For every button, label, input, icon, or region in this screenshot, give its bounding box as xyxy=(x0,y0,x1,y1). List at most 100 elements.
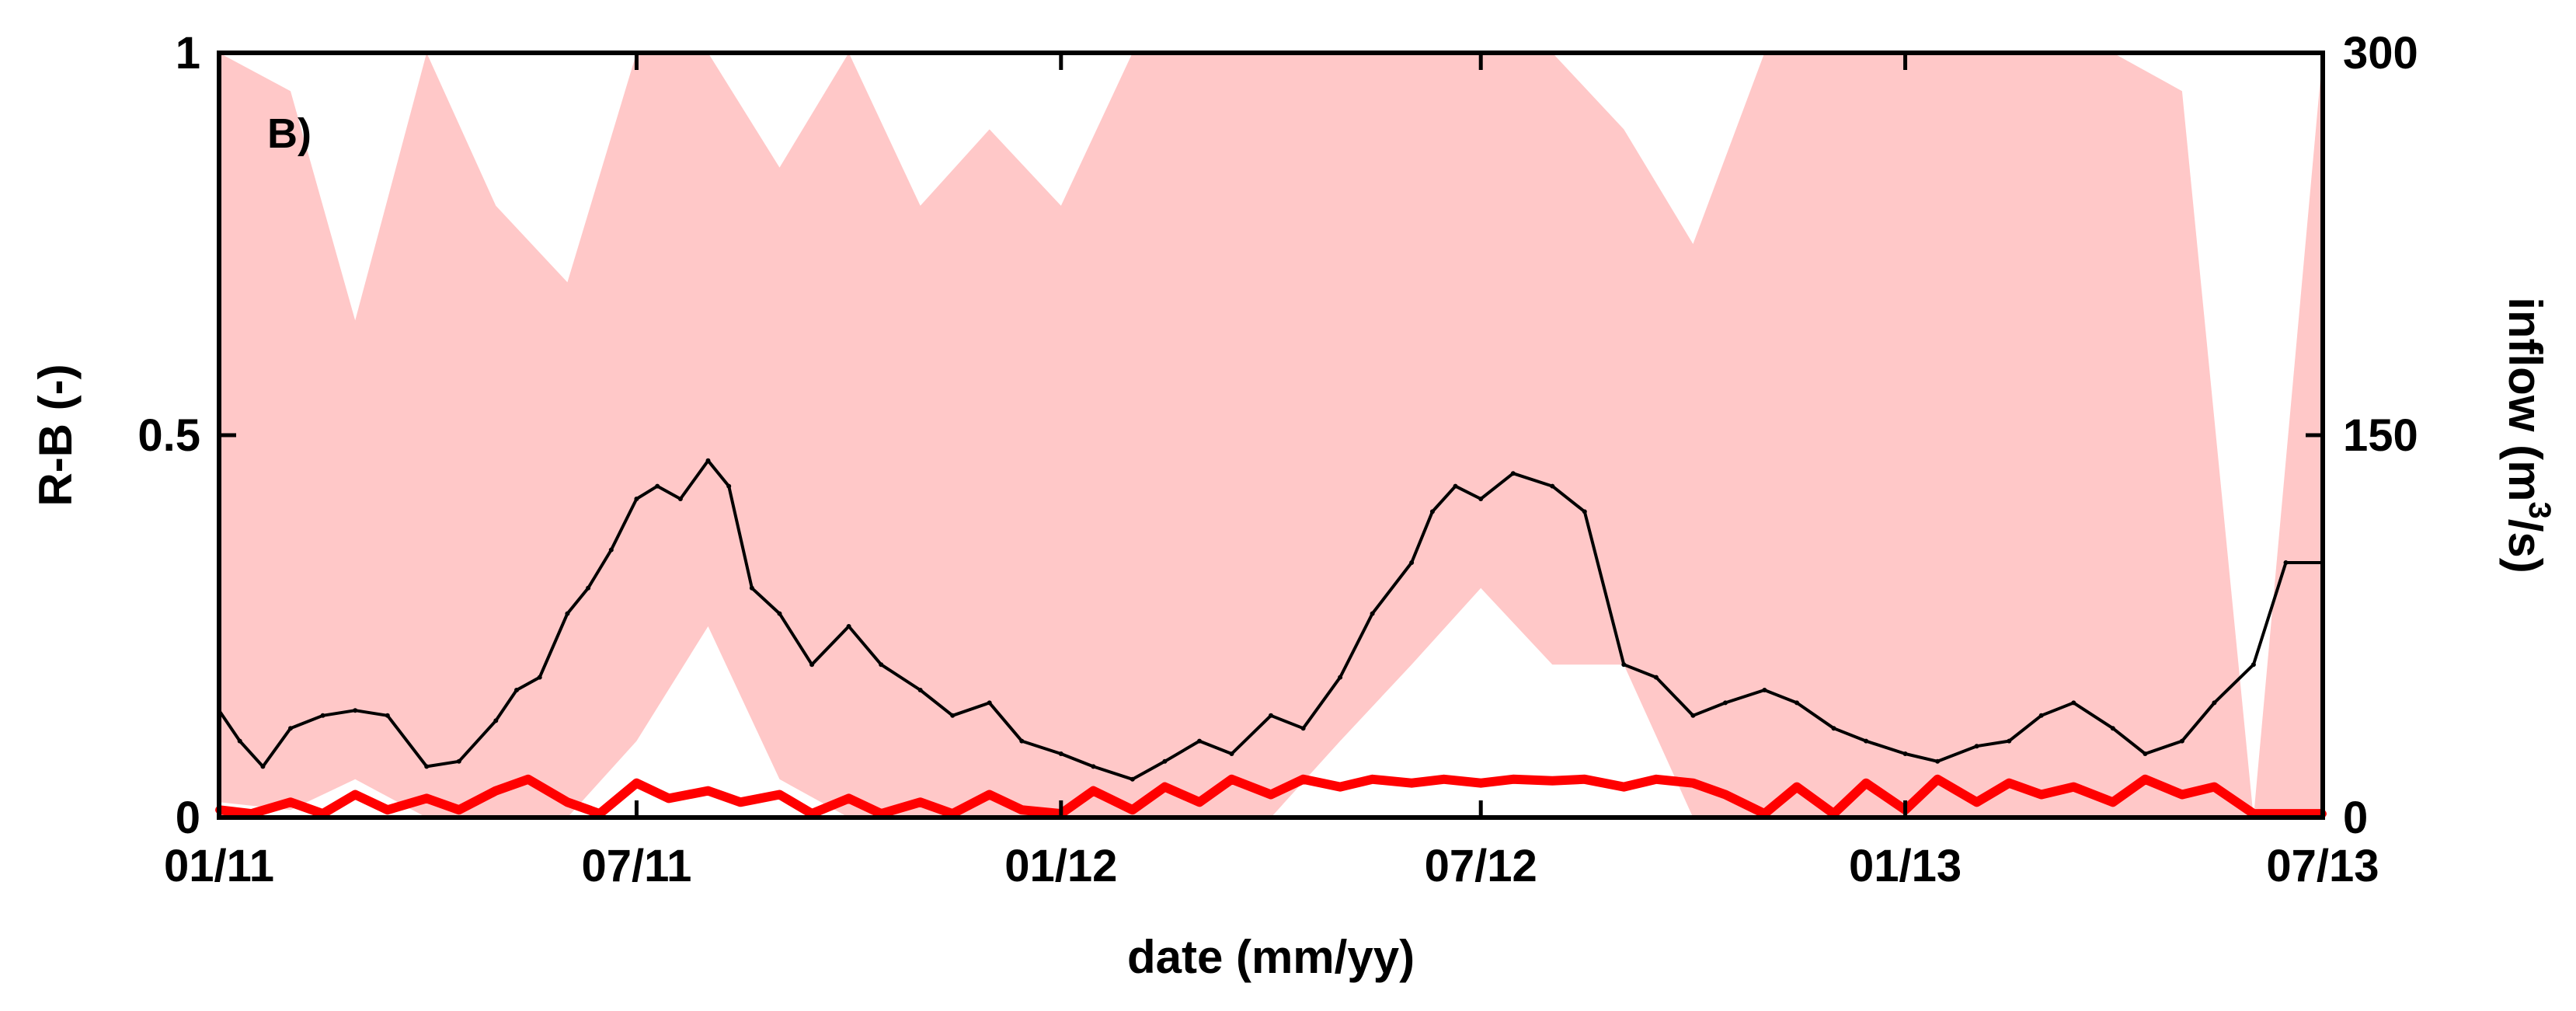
rb-band-area xyxy=(219,53,2323,818)
inflow-point xyxy=(950,713,956,718)
inflow-point xyxy=(1453,483,1458,489)
inflow-point xyxy=(2212,700,2217,706)
inflow-point xyxy=(987,700,992,706)
rb-mean-point xyxy=(844,794,853,803)
inflow-point xyxy=(1831,726,1836,731)
inflow-point xyxy=(537,675,542,680)
rb-mean-point xyxy=(2037,790,2045,799)
y-left-tick-label: 1 xyxy=(176,28,200,78)
y-axis-right-label: inflow (m3/s) xyxy=(2499,297,2557,573)
inflow-point xyxy=(809,662,815,668)
inflow-point xyxy=(1197,738,1202,744)
inflow-point xyxy=(260,764,266,769)
rb-mean-point xyxy=(2070,783,2078,791)
inflow-point xyxy=(1762,688,1767,692)
rb-mean-point xyxy=(1580,775,1589,783)
inflow-point xyxy=(1269,713,1273,718)
inflow-point xyxy=(677,497,683,501)
x-tick-label: 07/13 xyxy=(2266,841,2379,891)
y-right-tick-label: 150 xyxy=(2343,410,2418,461)
rb-mean-point xyxy=(1934,775,1942,783)
inflow-point xyxy=(1510,471,1516,476)
rb-mean-point xyxy=(736,798,745,807)
y-left-tick-label: 0 xyxy=(176,793,200,843)
rb-mean-point xyxy=(916,798,924,807)
inflow-point xyxy=(1058,751,1063,756)
x-tick-label: 01/11 xyxy=(164,841,274,891)
inflow-point xyxy=(565,611,570,616)
rb-mean-point xyxy=(2108,798,2117,807)
label-layer: B) date (mm/yy) R-B (-) inflow (m3/s) xyxy=(30,110,2557,983)
rb-mean-point xyxy=(1477,779,1485,787)
inflow-point xyxy=(1550,483,1555,489)
y-right-tick-label: 0 xyxy=(2343,793,2368,843)
x-tick-label: 01/12 xyxy=(1004,841,1117,891)
inflow-point xyxy=(1091,764,1096,769)
rb-mean-point xyxy=(2210,783,2219,791)
rb-mean-point xyxy=(383,806,392,814)
inflow-point xyxy=(2038,713,2044,718)
inflow-point xyxy=(1370,611,1375,616)
rb-mean-point xyxy=(2005,779,2014,787)
rb-mean-point xyxy=(563,798,572,807)
rb-mean-point xyxy=(423,794,431,803)
rb-mean-point xyxy=(775,790,784,799)
inflow-point xyxy=(424,764,430,769)
inflow-point xyxy=(586,585,591,591)
inflow-point xyxy=(2251,662,2256,668)
rb-mean-point xyxy=(1439,775,1448,783)
inflow-layer xyxy=(217,458,2325,782)
inflow-point xyxy=(1300,726,1306,731)
y-axis-right-label-superscript: 3 xyxy=(2522,502,2557,519)
rb-mean-point xyxy=(665,794,673,803)
rb-mean-point xyxy=(1336,783,1345,791)
inflow-point xyxy=(2179,738,2184,744)
inflow-point xyxy=(634,497,639,501)
y-axis-left-label: R-B (-) xyxy=(30,364,82,506)
inflow-point xyxy=(917,688,923,692)
rb-mean-point xyxy=(1793,783,1801,791)
rb-mean-point xyxy=(2177,790,2186,799)
rb-mean-point xyxy=(1509,775,1517,783)
inflow-point xyxy=(846,624,851,629)
x-axis-label: date (mm/yy) xyxy=(1127,931,1415,983)
rb-mean-point xyxy=(1721,790,1729,799)
inflow-point xyxy=(1864,738,1869,744)
inflow-point xyxy=(777,611,782,616)
rb-band-layer xyxy=(219,53,2323,818)
x-tick-label: 07/11 xyxy=(581,841,691,891)
inflow-point xyxy=(1229,751,1234,756)
rb-mean-point xyxy=(1972,798,1981,807)
inflow-point xyxy=(608,547,614,553)
inflow-point xyxy=(1935,758,1941,764)
inflow-point xyxy=(2007,738,2012,744)
rb-mean-point xyxy=(632,779,641,787)
inflow-point xyxy=(2110,726,2115,731)
rb-mean-point xyxy=(1128,806,1137,814)
rb-mean-point xyxy=(1299,775,1307,783)
inflow-point xyxy=(320,713,325,718)
y-axis-right-label-suffix: /s) xyxy=(2499,519,2551,573)
inflow-point xyxy=(493,718,499,723)
x-tick-label: 07/12 xyxy=(1425,841,1537,891)
inflow-point xyxy=(655,483,660,489)
y-axis-right-label-prefix: inflow (m xyxy=(2499,297,2551,501)
inflow-point xyxy=(1019,738,1025,744)
x-tick-label: 01/13 xyxy=(1849,841,1962,891)
inflow-point xyxy=(879,662,884,668)
rb-mean-point xyxy=(1018,806,1026,814)
rb-mean-point xyxy=(704,786,712,795)
inflow-point xyxy=(1974,744,1979,749)
inflow-point xyxy=(2071,700,2076,706)
inflow-point xyxy=(1130,776,1135,782)
rb-mean-point xyxy=(1652,775,1660,783)
inflow-point xyxy=(1902,751,1908,756)
rb-mean-point xyxy=(2141,775,2150,783)
inflow-point xyxy=(1621,662,1627,668)
rb-mean-point xyxy=(351,790,360,799)
rb-mean-point xyxy=(1689,779,1697,787)
inflow-point xyxy=(1690,713,1696,718)
inflow-point xyxy=(1582,509,1587,514)
rb-mean-point xyxy=(1161,783,1169,791)
inflow-point xyxy=(1723,700,1728,706)
